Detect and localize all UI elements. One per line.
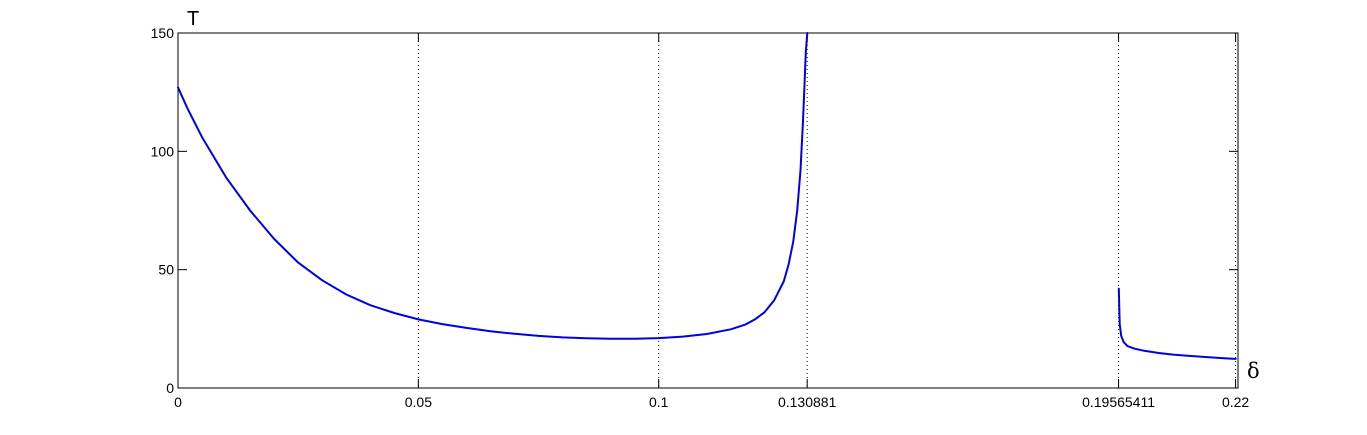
series-line-2 [1117, 287, 1237, 360]
x-tick-label: 0.19565411 [1082, 394, 1155, 410]
x-tick-label: 0 [174, 394, 182, 410]
y-axis-label: T [187, 8, 199, 30]
y-tick-label: 0 [166, 380, 174, 396]
x-tick-label: 0.22 [1222, 394, 1249, 410]
x-tick-label: 0.05 [405, 394, 432, 410]
y-tick-label: 150 [151, 25, 175, 41]
plot-frame [177, 32, 1239, 389]
y-tick-labels: 0 50 100 150 [151, 25, 175, 396]
x-tick-labels: 0 0.05 0.1 0.130881 0.19565411 0.22 [174, 394, 1249, 410]
series-line-1 [177, 32, 809, 340]
x-gridlines [417, 33, 1237, 388]
x-tick-label: 0.130881 [778, 394, 837, 410]
y-tick-label: 50 [158, 262, 174, 278]
data-series [177, 32, 1237, 360]
x-tick-label: 0.1 [649, 394, 669, 410]
y-tick-label: 100 [151, 143, 175, 159]
x-axis-label: δ [1247, 359, 1260, 383]
